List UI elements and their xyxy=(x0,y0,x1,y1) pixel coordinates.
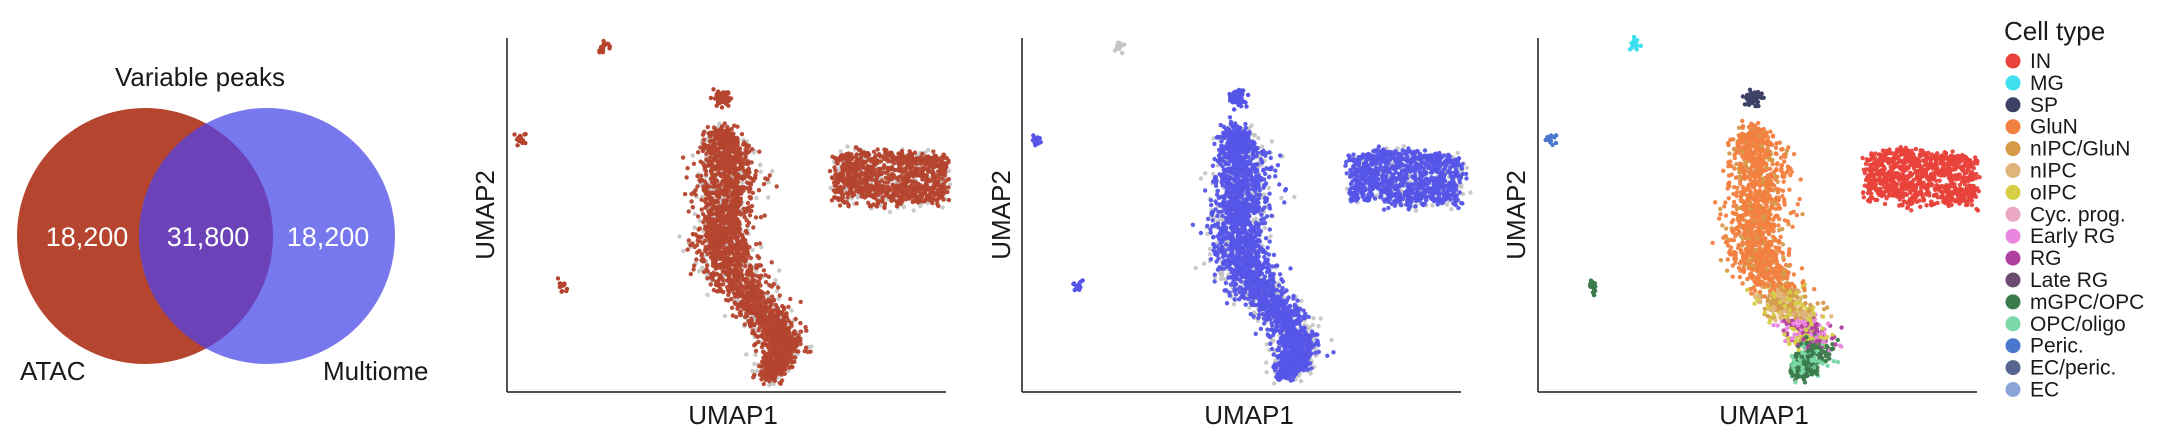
x-axis-label-3: UMAP1 xyxy=(1719,400,1809,430)
legend-swatch xyxy=(2005,228,2021,244)
legend-label: Early RG xyxy=(2030,225,2115,248)
venn-label-multiome: Multiome xyxy=(323,356,428,386)
umap-points-2 xyxy=(1030,40,1473,386)
legend-label: oIPC xyxy=(2030,181,2077,204)
y-axis-label-2: UMAP2 xyxy=(986,170,1016,260)
legend-label: Cyc. prog. xyxy=(2030,203,2126,226)
legend-swatch xyxy=(2005,163,2021,178)
legend: Cell type INMGSPGluNnIPC/GluNnIPCoIPCCyc… xyxy=(2004,16,2144,402)
umap-panel-1: UMAP1 UMAP2 xyxy=(470,38,953,430)
legend-swatch xyxy=(2005,184,2021,200)
venn-overlap-count: 31,800 xyxy=(167,222,250,252)
legend-label: RG xyxy=(2030,247,2062,270)
umap-panel-2: UMAP1 UMAP2 xyxy=(986,38,1473,430)
legend-swatch xyxy=(2005,119,2021,135)
legend-swatch xyxy=(2005,272,2021,288)
legend-swatch xyxy=(2005,294,2021,310)
umap-points-1 xyxy=(512,38,953,388)
venn-right-count: 18,200 xyxy=(287,222,370,252)
legend-label: SP xyxy=(2030,94,2058,117)
venn-label-atac: ATAC xyxy=(20,356,85,386)
legend-swatch xyxy=(2005,53,2021,69)
legend-swatch xyxy=(2005,75,2021,91)
legend-swatch xyxy=(2005,360,2021,376)
legend-swatch xyxy=(2005,206,2021,222)
venn-title: Variable peaks xyxy=(115,62,285,92)
legend-swatch xyxy=(2005,141,2021,157)
legend-label: nIPC/GluN xyxy=(2030,138,2130,161)
umap-panel-3: UMAP1 UMAP2 xyxy=(1501,34,1982,430)
legend-title: Cell type xyxy=(2004,16,2105,46)
legend-label: EC/peric. xyxy=(2030,357,2116,380)
legend-label: Peric. xyxy=(2030,335,2084,358)
legend-swatch xyxy=(2005,97,2021,113)
y-axis-label-1: UMAP2 xyxy=(470,170,500,260)
legend-swatch xyxy=(2005,382,2021,397)
legend-label: MG xyxy=(2030,72,2064,95)
legend-label: EC xyxy=(2030,379,2059,402)
legend-label: IN xyxy=(2030,50,2051,73)
legend-label: OPC/oligo xyxy=(2030,313,2126,336)
legend-label: Late RG xyxy=(2030,269,2108,292)
legend-label: mGPC/OPC xyxy=(2030,291,2144,314)
legend-label: nIPC xyxy=(2030,160,2077,183)
y-axis-label-3: UMAP2 xyxy=(1501,170,1531,260)
legend-swatch xyxy=(2005,338,2021,354)
x-axis-label-1: UMAP1 xyxy=(688,400,778,430)
legend-swatch xyxy=(2005,250,2021,266)
legend-swatch xyxy=(2005,316,2021,332)
legend-label: GluN xyxy=(2030,116,2078,139)
umap-points-3 xyxy=(1543,34,1982,385)
venn-left-count: 18,200 xyxy=(46,222,129,252)
x-axis-label-2: UMAP1 xyxy=(1204,400,1294,430)
venn-overlap xyxy=(139,108,273,364)
venn-diagram: Variable peaks 18,200 31,800 18,200 ATAC… xyxy=(17,62,428,386)
